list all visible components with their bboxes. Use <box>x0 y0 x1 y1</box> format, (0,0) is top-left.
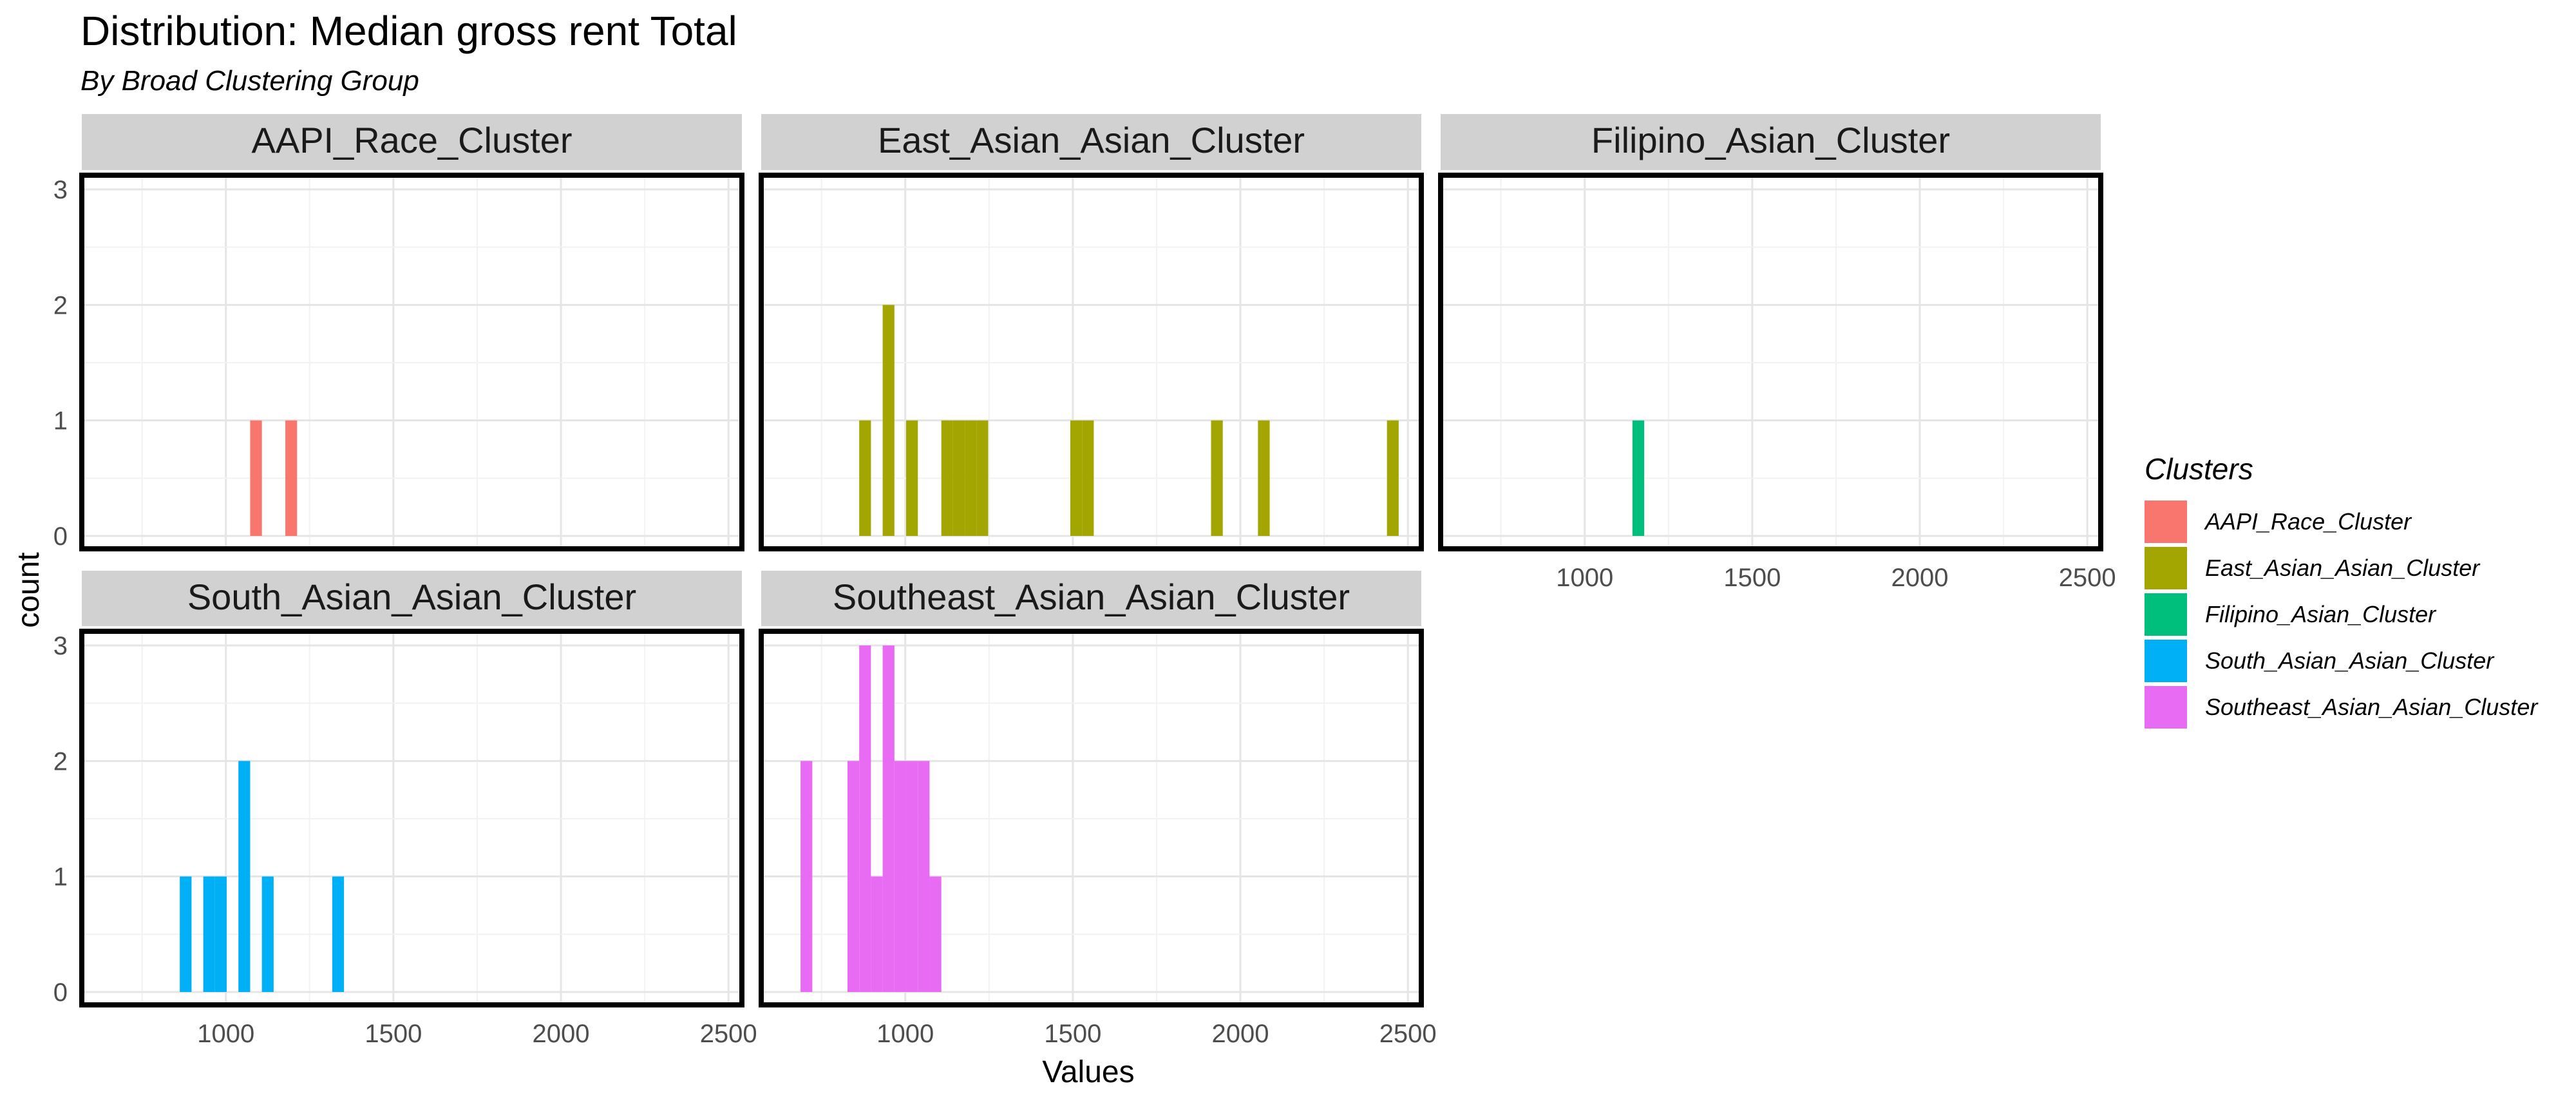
x-tick-label: 2500 <box>1379 1020 1437 1048</box>
legend-label: South_Asian_Asian_Cluster <box>2205 647 2494 674</box>
histogram-bar <box>952 420 965 536</box>
legend-item: South_Asian_Asian_Cluster <box>2145 638 2537 684</box>
panel-border <box>79 629 744 1007</box>
facet-strip <box>1441 114 2101 170</box>
y-tick-label: 2 <box>53 747 68 776</box>
y-tick-label: 1 <box>53 863 68 892</box>
legend-label: East_Asian_Asian_Cluster <box>2205 555 2480 581</box>
legend-label: Southeast_Asian_Asian_Cluster <box>2205 694 2538 720</box>
y-tick-label: 3 <box>53 176 68 204</box>
chart-title: Distribution: Median gross rent Total <box>80 8 737 54</box>
facet-strip-label: Filipino_Asian_Cluster <box>1591 120 1950 160</box>
legend-label: Filipino_Asian_Cluster <box>2205 601 2436 627</box>
histogram-bar <box>882 305 895 536</box>
y-tick-label: 1 <box>53 407 68 435</box>
x-tick-label: 1500 <box>1723 564 1781 592</box>
facet-strip <box>82 114 742 170</box>
histogram-bar <box>238 761 251 992</box>
histogram-bar <box>882 645 895 992</box>
facet-strip <box>761 114 1421 170</box>
x-tick-label: 1000 <box>1556 564 1613 592</box>
facet-strip <box>82 571 742 626</box>
histogram-bar <box>332 876 345 992</box>
x-axis-title: Values <box>1042 1055 1134 1089</box>
histogram-bar <box>871 876 883 992</box>
y-tick-label: 2 <box>53 291 68 320</box>
legend: Clusters AAPI_Race_Cluster East_Asian_Asi… <box>2145 451 2537 730</box>
x-tick-label: 2000 <box>1891 564 1949 592</box>
histogram-bar <box>906 761 918 992</box>
histogram-bar <box>1387 420 1399 536</box>
legend-swatch <box>2145 547 2187 589</box>
x-tick-label: 1000 <box>197 1020 254 1048</box>
histogram-bar <box>847 761 860 992</box>
histogram-bar <box>1258 420 1270 536</box>
legend-label: AAPI_Race_Cluster <box>2205 508 2412 535</box>
facet-strip-label: Southeast_Asian_Asian_Cluster <box>833 577 1350 617</box>
histogram-bar <box>965 420 977 536</box>
histogram-bar <box>800 761 813 992</box>
panel-border <box>79 173 744 551</box>
legend-swatch <box>2145 640 2187 682</box>
y-tick-label: 0 <box>53 522 68 551</box>
x-tick-label: 2500 <box>700 1020 757 1048</box>
histogram-bar <box>976 420 989 536</box>
x-tick-label: 2000 <box>533 1020 590 1048</box>
x-tick-label: 2500 <box>2059 564 2116 592</box>
legend-swatch <box>2145 686 2187 729</box>
y-tick-label: 3 <box>53 632 68 660</box>
histogram-bar <box>894 761 907 992</box>
histogram-bar <box>1211 420 1223 536</box>
histogram-bar <box>1082 420 1094 536</box>
legend-item: AAPI_Race_Cluster <box>2145 499 2537 545</box>
histogram-bar <box>1070 420 1083 536</box>
chart-subtitle: By Broad Clustering Group <box>80 65 419 97</box>
histogram-bar <box>859 645 871 992</box>
legend-item: East_Asian_Asian_Cluster <box>2145 545 2537 591</box>
facet-strip <box>761 571 1421 626</box>
legend-item: Southeast_Asian_Asian_Cluster <box>2145 684 2537 730</box>
x-tick-label: 2000 <box>1212 1020 1269 1048</box>
histogram-bar <box>285 420 298 536</box>
histogram-bar <box>918 761 930 992</box>
facet-strip-label: South_Asian_Asian_Cluster <box>187 577 636 617</box>
histogram-bar <box>941 420 953 536</box>
x-tick-label: 1500 <box>365 1020 422 1048</box>
legend-title: Clusters <box>2145 452 2253 486</box>
panel-border <box>1438 173 2103 551</box>
histogram-bar <box>180 876 192 992</box>
histogram-bar <box>1632 420 1645 536</box>
facet-strip-label: AAPI_Race_Cluster <box>251 120 572 160</box>
y-axis-title: count <box>12 552 46 627</box>
histogram-bar <box>906 420 918 536</box>
x-tick-label: 1500 <box>1044 1020 1101 1048</box>
histogram-bar <box>203 876 215 992</box>
legend-items: AAPI_Race_Cluster East_Asian_Asian_Cluste… <box>2145 499 2537 730</box>
panel-border <box>759 173 1424 551</box>
histogram-bar <box>929 876 942 992</box>
legend-item: Filipino_Asian_Cluster <box>2145 591 2537 638</box>
facet-strip-label: East_Asian_Asian_Cluster <box>878 120 1305 160</box>
histogram-bar <box>859 420 871 536</box>
histogram-bar <box>214 876 227 992</box>
x-tick-label: 1000 <box>876 1020 934 1048</box>
y-tick-label: 0 <box>53 978 68 1007</box>
legend-swatch <box>2145 593 2187 636</box>
histogram-bar <box>261 876 274 992</box>
panel-border <box>759 629 1424 1007</box>
legend-swatch <box>2145 501 2187 543</box>
histogram-bar <box>250 420 262 536</box>
